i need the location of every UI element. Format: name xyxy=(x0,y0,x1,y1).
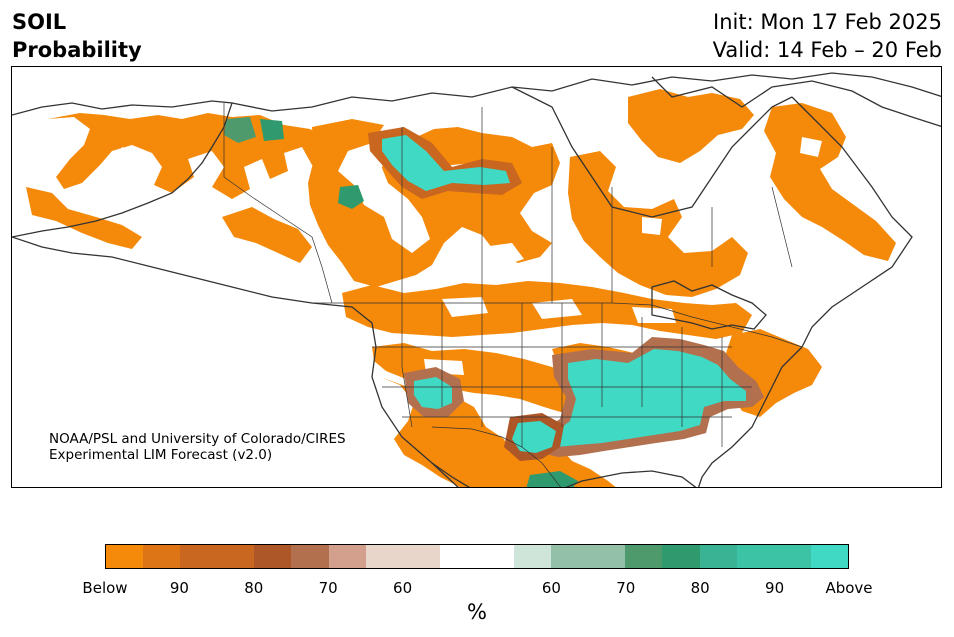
alaska-border xyxy=(223,103,333,304)
colorbar-tick-label: 60 xyxy=(393,579,413,597)
variable-label: SOIL xyxy=(12,10,67,34)
colorbar-segment xyxy=(291,545,329,568)
colorbar-segment xyxy=(625,545,663,568)
colorbar-segment xyxy=(143,545,181,568)
colorbar-tick-label: 90 xyxy=(765,579,785,597)
forecast-dates: Init: Mon 17 Feb 2025 Valid: 14 Feb – 20… xyxy=(713,8,942,64)
colorbar-segment xyxy=(551,545,589,568)
colorbar-tick-label: Above xyxy=(825,579,873,597)
gulf-coast xyxy=(565,470,697,487)
great-lakes xyxy=(651,280,767,330)
above-region-yukon-2 xyxy=(260,119,284,141)
colorbar-segment xyxy=(736,545,774,568)
above-region-bc xyxy=(338,185,364,209)
arctic-coast xyxy=(231,72,941,112)
baja-coast xyxy=(431,462,470,487)
colorbar-segment xyxy=(810,545,848,568)
labrador-coast xyxy=(791,96,913,348)
canada-provinces xyxy=(401,107,793,303)
map-title: SOIL Probability xyxy=(12,8,142,64)
alaska-coast xyxy=(12,100,233,238)
colorbar-segment xyxy=(180,545,218,568)
colorbar-unit: % xyxy=(467,600,487,624)
credit-line-1: NOAA/PSL and University of Colorado/CIRE… xyxy=(49,431,346,447)
hudson-bay xyxy=(511,86,793,218)
colorbar-tick-label: 60 xyxy=(541,579,561,597)
below-region-yukon xyxy=(222,207,312,263)
us-states-rows xyxy=(372,346,752,418)
colorbar-tick-label: 70 xyxy=(318,579,338,597)
colorbar-tick-label: 80 xyxy=(244,579,264,597)
colorbar-tick-label: 90 xyxy=(169,579,189,597)
above-region-hudson xyxy=(382,135,510,191)
colorbar-segment xyxy=(402,545,440,568)
colorbar-segment xyxy=(254,545,292,568)
colorbar-segment xyxy=(439,545,477,568)
map-canvas xyxy=(12,72,941,487)
colorbar-segment xyxy=(476,545,515,568)
below-region-alaska-south xyxy=(26,187,142,249)
colorbar-segment xyxy=(106,545,144,568)
greenland-coast xyxy=(651,76,941,128)
colorbar-segment xyxy=(662,545,700,568)
below-region-southwest xyxy=(380,377,512,487)
colorbar-segment xyxy=(773,545,811,568)
credit-line-2: Experimental LIM Forecast (v2.0) xyxy=(49,447,273,463)
colorbar-segment xyxy=(328,545,366,568)
colorbar-tick-label: Below xyxy=(82,579,128,597)
political-boundaries xyxy=(223,103,803,487)
colorbar-tick-label: 80 xyxy=(690,579,710,597)
colorbar xyxy=(105,544,849,569)
east-coast xyxy=(697,346,803,487)
below-region-labrador xyxy=(764,103,896,261)
below-region-alaska xyxy=(48,113,334,199)
us-states-west xyxy=(401,303,723,447)
coastlines xyxy=(12,72,941,487)
below-region-texas xyxy=(472,439,616,487)
colorbar-segment xyxy=(514,545,552,568)
forecast-credit: NOAA/PSL and University of Colorado/CIRE… xyxy=(49,431,346,463)
above-region-yukon-1 xyxy=(224,117,256,143)
valid-range: Valid: 14 Feb – 20 Feb xyxy=(712,38,942,62)
probability-label: Probability xyxy=(12,38,142,62)
colorbar-segment xyxy=(699,545,737,568)
below-region-quebec xyxy=(628,89,754,163)
colorbar-segment xyxy=(365,545,403,568)
colorbar-segment xyxy=(588,545,626,568)
init-date: Init: Mon 17 Feb 2025 xyxy=(713,10,942,34)
map-panel xyxy=(11,66,942,488)
above-region-gulf xyxy=(512,421,556,453)
colorbar-segment xyxy=(217,545,255,568)
us-mexico-border xyxy=(431,426,561,487)
above-region-mexico xyxy=(526,471,578,487)
above-region-nevada xyxy=(414,377,452,409)
colorbar-tick-label: 70 xyxy=(616,579,636,597)
